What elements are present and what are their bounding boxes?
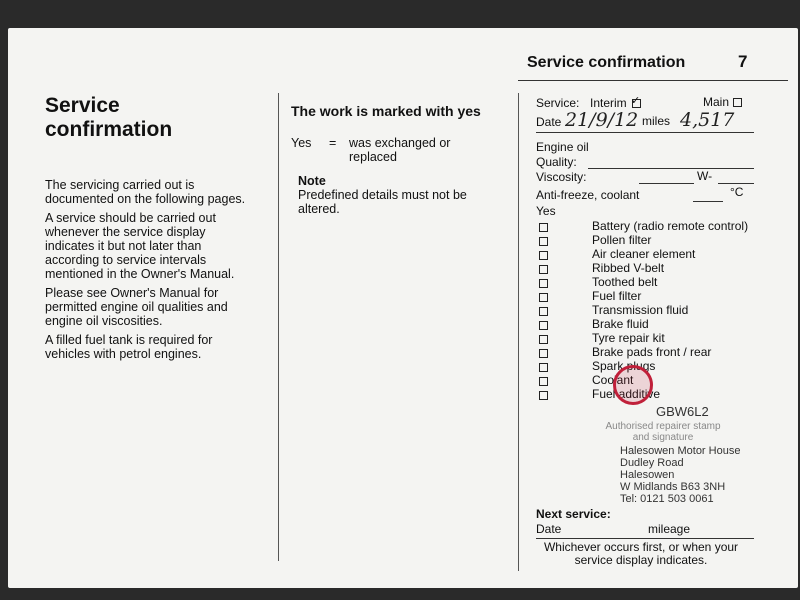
item-checkbox[interactable] bbox=[539, 321, 548, 330]
stamp-logo-icon bbox=[613, 365, 653, 405]
viscosity-w-field[interactable] bbox=[718, 183, 754, 184]
yes-column-label: Yes bbox=[536, 204, 556, 218]
header-divider bbox=[518, 80, 788, 81]
column-divider bbox=[518, 93, 519, 571]
celsius-label: °C bbox=[730, 185, 744, 199]
item-checkbox[interactable] bbox=[539, 265, 548, 274]
quality-field[interactable] bbox=[588, 168, 754, 169]
miles-value[interactable]: 4,517 bbox=[680, 109, 735, 131]
stamp-line: Halesowen Motor House bbox=[620, 445, 741, 457]
equals-sign: = bbox=[329, 136, 337, 150]
item-checkbox[interactable] bbox=[539, 251, 548, 260]
paragraph: The servicing carried out is documented … bbox=[45, 178, 246, 206]
note-text: Predefined details must not be altered. bbox=[298, 188, 467, 216]
next-service-underline bbox=[536, 538, 754, 539]
item-checkbox[interactable] bbox=[539, 363, 548, 372]
legend-title: The work is marked with yes bbox=[291, 103, 481, 119]
item-checkbox[interactable] bbox=[539, 237, 548, 246]
item-checkbox[interactable] bbox=[539, 349, 548, 358]
checklist-item-label: Transmission fluid bbox=[592, 303, 689, 317]
stamp-line: Dudley Road bbox=[620, 457, 684, 469]
antifreeze-label: Anti-freeze, coolant bbox=[536, 188, 640, 202]
checklist-item-label: Fuel filter bbox=[592, 289, 642, 303]
column-divider bbox=[278, 93, 279, 561]
paragraph: A service should be carried out whenever… bbox=[45, 211, 235, 281]
date-underline bbox=[536, 132, 754, 133]
section-title: Service confirmation bbox=[45, 94, 172, 142]
next-service-label: Next service: bbox=[536, 507, 611, 521]
viscosity-label: Viscosity: bbox=[536, 170, 587, 184]
stamp-caption: Authorised repairer stamp and signature bbox=[605, 421, 721, 443]
next-date-label: Date bbox=[536, 522, 562, 536]
interim-label: Interim bbox=[590, 96, 627, 110]
yes-label: Yes bbox=[291, 136, 312, 150]
w-label: W- bbox=[697, 169, 713, 183]
main-label: Main bbox=[703, 95, 730, 109]
item-checkbox[interactable] bbox=[539, 279, 548, 288]
title-line: Service bbox=[45, 94, 120, 117]
paragraph: A filled fuel tank is required for vehic… bbox=[45, 333, 213, 361]
item-checkbox[interactable] bbox=[539, 391, 548, 400]
checklist-item-label: Toothed belt bbox=[592, 275, 658, 289]
main-checkbox[interactable] bbox=[733, 98, 742, 107]
service-label: Service: bbox=[536, 96, 580, 110]
checklist-item-label: Tyre repair kit bbox=[592, 331, 665, 345]
note-title: Note bbox=[298, 174, 326, 188]
title-line: confirmation bbox=[45, 118, 173, 141]
intro-text: The servicing carried out is documented … bbox=[45, 178, 255, 366]
footer-note: Whichever occurs first, or when your ser… bbox=[543, 540, 739, 567]
checklist-item-label: Brake fluid bbox=[592, 317, 649, 331]
item-checkbox[interactable] bbox=[539, 335, 548, 344]
page-number: 7 bbox=[738, 52, 748, 71]
yes-meaning: was exchanged or replaced bbox=[349, 136, 451, 164]
checklist-item-label: Battery (radio remote control) bbox=[592, 219, 749, 233]
antifreeze-field[interactable] bbox=[693, 201, 723, 202]
interim-checkbox[interactable]: ✓ bbox=[631, 95, 641, 108]
item-checkbox[interactable] bbox=[539, 377, 548, 386]
item-checkbox[interactable] bbox=[539, 293, 548, 302]
quality-label: Quality: bbox=[536, 155, 577, 169]
engine-oil-label: Engine oil bbox=[536, 140, 589, 154]
viscosity-field[interactable] bbox=[639, 183, 694, 184]
header-title: Service confirmation bbox=[527, 54, 686, 71]
item-checkbox[interactable] bbox=[539, 307, 548, 316]
booklet-page: Service confirmation 7 Service confirmat… bbox=[8, 28, 798, 588]
checklist-item-label: Air cleaner element bbox=[592, 247, 696, 261]
note: Note Predefined details must not be alte… bbox=[298, 174, 498, 216]
stamp-code: GBW6L2 bbox=[656, 404, 709, 419]
paragraph: Please see Owner's Manual for permitted … bbox=[45, 286, 228, 328]
next-mileage-label: mileage bbox=[648, 522, 691, 536]
item-checkbox[interactable] bbox=[539, 223, 548, 232]
stamp-line: W Midlands B63 3NH bbox=[620, 481, 726, 493]
stamp-line: Halesowen bbox=[620, 469, 675, 481]
checklist-item-label: Ribbed V-belt bbox=[592, 261, 665, 275]
date-label: Date bbox=[536, 115, 562, 129]
checklist-item-label: Pollen filter bbox=[592, 233, 652, 247]
checklist-item-label: Brake pads front / rear bbox=[592, 345, 712, 359]
date-value[interactable]: 21/9/12 bbox=[565, 109, 639, 131]
miles-label: miles bbox=[642, 114, 671, 128]
stamp-line: Tel: 0121 503 0061 bbox=[620, 493, 714, 505]
